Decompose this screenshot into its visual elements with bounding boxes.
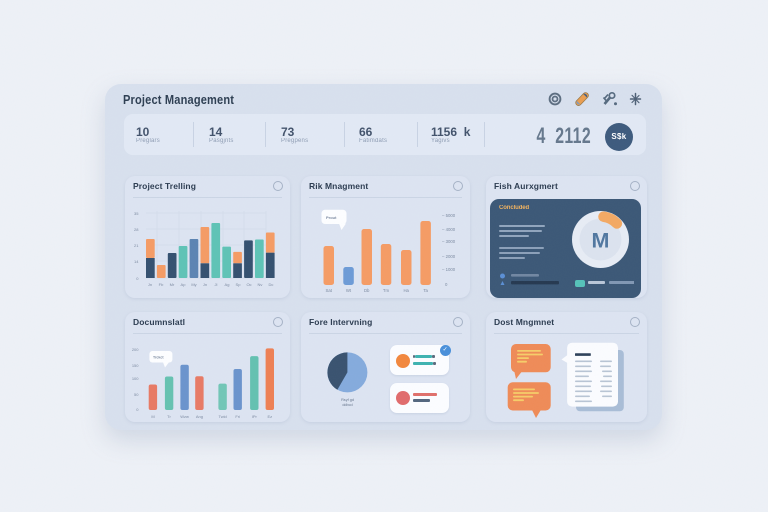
svg-text:Nv: Nv [258,282,263,287]
svg-text:M: M [591,228,609,252]
svg-text:28: 28 [134,227,139,232]
svg-text:Db: Db [364,288,370,293]
svg-text:Trckct: Trckct [153,355,164,359]
svg-text:IPr: IPr [252,414,258,419]
svg-text:Ha: Ha [403,288,409,293]
svg-text:Ag: Ag [225,282,230,287]
svg-text:Jn: Jn [148,282,152,287]
svg-text:My: My [191,282,196,287]
svg-text:Ap: Ap [181,282,187,287]
svg-text:Jl: Jl [215,282,218,287]
svg-text:Tm: Tm [383,288,390,293]
svg-text:Sat: Sat [325,288,332,293]
svg-text:Wt: Wt [346,288,352,293]
svg-text:Fri: Fri [235,414,240,419]
svg-text:0: 0 [136,407,139,412]
svg-text:100: 100 [132,376,139,381]
svg-text:Wzw: Wzw [180,414,189,419]
svg-text:0: 0 [445,282,448,287]
svg-text:50: 50 [134,392,139,397]
svg-text:Ta: Ta [423,288,428,293]
svg-text:200: 200 [132,347,139,352]
svg-text:– 1000: – 1000 [442,267,456,272]
svg-text:21: 21 [134,243,139,248]
svg-text:Dc: Dc [269,282,274,287]
svg-text:35: 35 [134,211,139,216]
svg-text:M: M [151,414,154,419]
svg-text:Ez: Ez [267,414,272,419]
svg-text:14: 14 [134,259,139,264]
svg-text:Mr: Mr [170,282,175,287]
svg-text:Twld: Twld [218,414,226,419]
svg-text:0: 0 [136,276,139,281]
svg-text:Sp: Sp [236,282,242,287]
svg-text:Fb: Fb [159,282,164,287]
svg-text:– 3000: – 3000 [442,239,456,244]
svg-text:Prout: Prout [326,215,337,220]
svg-text:– 2000: – 2000 [442,254,456,259]
svg-text:Tr: Tr [167,414,171,419]
svg-text:Oc: Oc [246,282,251,287]
svg-text:150: 150 [132,363,139,368]
svg-text:– 5000: – 5000 [442,213,456,218]
svg-text:Ang: Ang [196,414,203,419]
svg-text:Jn: Jn [203,282,207,287]
svg-text:– 4000: – 4000 [442,227,456,232]
